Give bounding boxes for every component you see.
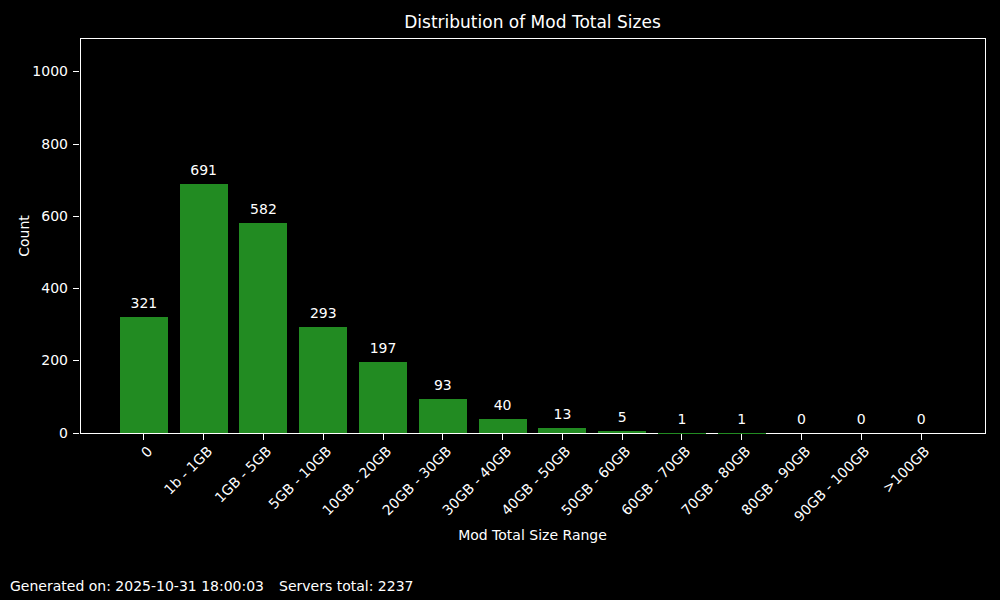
bar-value-label: 13 (532, 406, 592, 423)
bar-value-label: 0 (772, 411, 832, 428)
bar-value-label: 93 (413, 377, 473, 394)
bar (180, 184, 228, 433)
x-tick-mark (681, 434, 682, 440)
bar-value-label: 1 (712, 411, 772, 428)
x-tick-mark (562, 434, 563, 440)
x-tick-mark (442, 434, 443, 440)
y-tick-label: 0 (22, 425, 68, 442)
x-tick-label: >100GB (879, 443, 932, 496)
y-tick-label: 1000 (22, 63, 68, 80)
y-tick-mark (73, 360, 79, 361)
x-tick-mark (622, 434, 623, 440)
y-tick-mark (73, 433, 79, 434)
x-tick-mark (203, 434, 204, 440)
x-tick-label: 1b - 1GB (160, 443, 215, 498)
x-tick-mark (861, 434, 862, 440)
x-tick-mark (502, 434, 503, 440)
bar-value-label: 293 (293, 305, 353, 322)
y-tick-label: 200 (22, 352, 68, 369)
y-tick-label: 800 (22, 136, 68, 153)
x-tick-mark (323, 434, 324, 440)
bar (299, 327, 347, 433)
x-tick-label: 0 (138, 443, 156, 461)
chart-title: Distribution of Mod Total Sizes (80, 12, 985, 32)
y-tick-mark (73, 144, 79, 145)
x-tick-label: 1GB - 5GB (212, 443, 275, 506)
x-tick-mark (143, 434, 144, 440)
bar (598, 431, 646, 433)
x-tick-mark (921, 434, 922, 440)
y-tick-mark (73, 288, 79, 289)
x-tick-mark (263, 434, 264, 440)
bar-value-label: 582 (233, 201, 293, 218)
bar (239, 223, 287, 433)
bar (120, 317, 168, 433)
bar (359, 362, 407, 433)
servers-total-text: Servers total: 2237 (279, 578, 413, 594)
bar (479, 419, 527, 433)
bar-value-label: 0 (831, 411, 891, 428)
chart-figure: Distribution of Mod Total Sizes Count 32… (0, 0, 1000, 600)
bar-value-label: 321 (114, 295, 174, 312)
y-tick-label: 600 (22, 208, 68, 225)
y-tick-label: 400 (22, 280, 68, 297)
y-tick-mark (73, 216, 79, 217)
x-tick-mark (741, 434, 742, 440)
y-tick-mark (73, 71, 79, 72)
footer: Generated on: 2025-10-31 18:00:03 Servers… (10, 578, 414, 594)
x-tick-mark (801, 434, 802, 440)
bar-value-label: 5 (592, 409, 652, 426)
bar-value-label: 40 (473, 397, 533, 414)
bar-value-label: 1 (652, 411, 712, 428)
bar-value-label: 0 (891, 411, 951, 428)
bar-value-label: 691 (174, 162, 234, 179)
bar (419, 399, 467, 433)
x-axis-label: Mod Total Size Range (80, 527, 985, 543)
x-tick-mark (383, 434, 384, 440)
bar-value-label: 197 (353, 340, 413, 357)
generated-on-text: Generated on: 2025-10-31 18:00:03 (10, 578, 264, 594)
bar (538, 428, 586, 433)
